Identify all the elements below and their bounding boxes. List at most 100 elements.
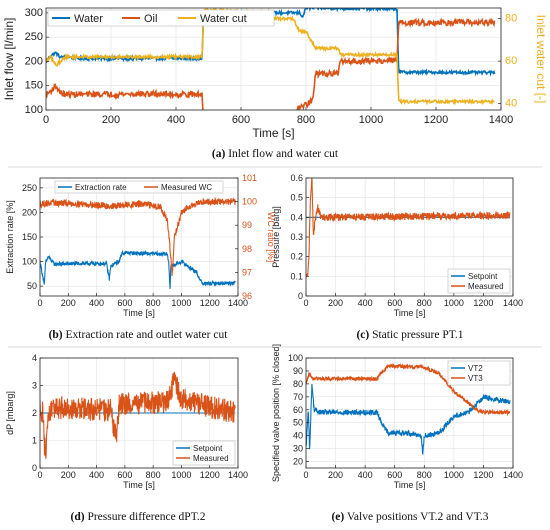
legend-label: Oil: [144, 13, 157, 25]
legend: Water Oil Water cut: [47, 9, 275, 27]
x-tick-label: 400: [89, 298, 104, 308]
x-tick-label: 0: [37, 298, 42, 308]
x-tick-label: 800: [297, 114, 315, 126]
caption-letter: (b): [49, 329, 63, 341]
x-tick-label: 0: [37, 470, 42, 480]
x-tick-label: 800: [146, 470, 161, 480]
caption-text: Static pressure PT.1: [372, 329, 464, 341]
legend-box: [447, 268, 511, 294]
y-tick-label: 80: [293, 379, 303, 389]
legend-label: VT2: [468, 364, 483, 373]
caption: (c) Static pressure PT.1: [356, 329, 463, 341]
x-tick-label: 400: [358, 298, 373, 308]
y-tick-label: 250: [25, 31, 43, 43]
x-tick-label: 800: [417, 470, 432, 480]
caption-text: Pressure difference dPT.2: [87, 511, 205, 523]
x-tick-label: 0: [303, 470, 308, 480]
y-tick-label: 50: [293, 418, 303, 428]
y-tick-label: 100: [288, 353, 303, 363]
x-tick-label: 200: [102, 114, 120, 126]
y-tick-label: 250: [22, 183, 37, 193]
x-tick-label: 400: [358, 470, 373, 480]
x-tick-label: 1200: [200, 470, 220, 480]
x-axis-label: Time [s]: [123, 480, 155, 490]
caption-text: Inlet flow and water cut: [228, 148, 339, 160]
y-axis-label: dP [mbarg]: [5, 391, 15, 435]
caption-letter: (c): [356, 329, 369, 341]
legend-label: Water cut: [200, 13, 247, 25]
chart-a: 0 200 400 600 800 1000 1200 1400 100 150 200 250 300…: [2, 7, 548, 160]
y-tick-label: 0.6: [290, 173, 303, 183]
legend-box: [54, 180, 224, 194]
plot-frame: [45, 7, 502, 111]
y-right-tick-label: 96: [242, 291, 252, 301]
y-tick-label: 30: [293, 444, 303, 454]
x-tick-label: 600: [117, 470, 132, 480]
series-line-measured: [306, 178, 511, 277]
caption-text: Valve positions VT.2 and VT.3: [347, 511, 489, 523]
x-tick-label: 200: [328, 298, 343, 308]
legend-label: Measured WC: [161, 183, 212, 192]
y-tick-label: 0.4: [290, 212, 303, 222]
caption: (e) Valve positions VT.2 and VT.3: [331, 511, 488, 523]
x-tick-label: 200: [61, 470, 76, 480]
x-tick-label: 1000: [171, 470, 191, 480]
caption-text: Extraction rate and outlet water cut: [66, 329, 229, 341]
series-line-measured: [40, 371, 236, 459]
y-tick-label: 50: [27, 281, 37, 291]
series-line-measured-wc: [40, 196, 236, 277]
y-tick-label: 40: [293, 431, 303, 441]
x-tick-label: 600: [117, 298, 132, 308]
caption: (b) Extraction rate and outlet water cut: [49, 329, 229, 341]
series-line-vt3: [306, 362, 511, 417]
caption: (d) Pressure difference dPT.2: [71, 511, 206, 523]
y-tick-label: 3: [32, 381, 37, 391]
y-tick-label: 0.5: [290, 193, 303, 203]
x-tick-label: 1400: [489, 114, 513, 126]
y-right-tick-label: 40: [505, 98, 517, 110]
series-line-vt2: [306, 383, 511, 456]
x-tick-label: 600: [387, 470, 402, 480]
y-tick-label: 60: [293, 405, 303, 415]
y-tick-label: 150: [22, 232, 37, 242]
y-tick-label: 200: [22, 207, 37, 217]
y-tick-label: 100: [22, 257, 37, 267]
x-tick-label: 800: [417, 298, 432, 308]
y-right-tick-label: 80: [505, 13, 517, 25]
y-tick-label: 1: [32, 436, 37, 446]
legend-label: Extraction rate: [75, 183, 127, 192]
y-axis-label-right: WC ratio [%]: [266, 212, 276, 263]
x-axis-label: Time [s]: [394, 308, 426, 318]
y-tick-label: 200: [25, 55, 43, 67]
x-tick-label: 400: [167, 114, 185, 126]
y-tick-label: 0.1: [290, 271, 303, 281]
x-tick-label: 600: [387, 298, 402, 308]
y-right-tick-label: 101: [242, 173, 257, 183]
caption: (a) Inlet flow and water cut: [212, 148, 339, 160]
y-tick-label: 0.3: [290, 232, 303, 242]
x-tick-label: 1400: [228, 470, 248, 480]
x-tick-label: 800: [146, 298, 161, 308]
x-tick-label: 1200: [473, 298, 493, 308]
y-right-tick-label: 98: [242, 244, 252, 254]
legend-label: Measured: [468, 282, 504, 291]
series-line-extraction-rate: [40, 249, 236, 289]
y-tick-label: 150: [25, 80, 43, 92]
x-axis-label: Time [s]: [394, 480, 426, 490]
y-axis-label: Specified valve position [% closed]: [271, 344, 281, 482]
legend-box: [47, 9, 275, 27]
x-tick-label: 1200: [200, 298, 220, 308]
x-tick-label: 1000: [444, 470, 464, 480]
x-tick-label: 1000: [444, 298, 464, 308]
x-tick-label: 0: [43, 114, 49, 126]
y-axis-label: Pressure [barg]: [271, 206, 281, 268]
x-tick-label: 1400: [503, 470, 523, 480]
chart-e: 0 200 400 600 800 1000 1200 1400 20 30 40 50 60 70 80 9…: [271, 344, 523, 523]
legend-label: Setpoint: [193, 444, 223, 453]
legend-box: [172, 440, 236, 466]
y-tick-label: 90: [293, 366, 303, 376]
x-axis-label: Time [s]: [123, 308, 155, 318]
chart-d: 0 200 400 600 800 1000 1200 1400 0 1 2 3 4 Time [s] dP…: [5, 353, 248, 523]
